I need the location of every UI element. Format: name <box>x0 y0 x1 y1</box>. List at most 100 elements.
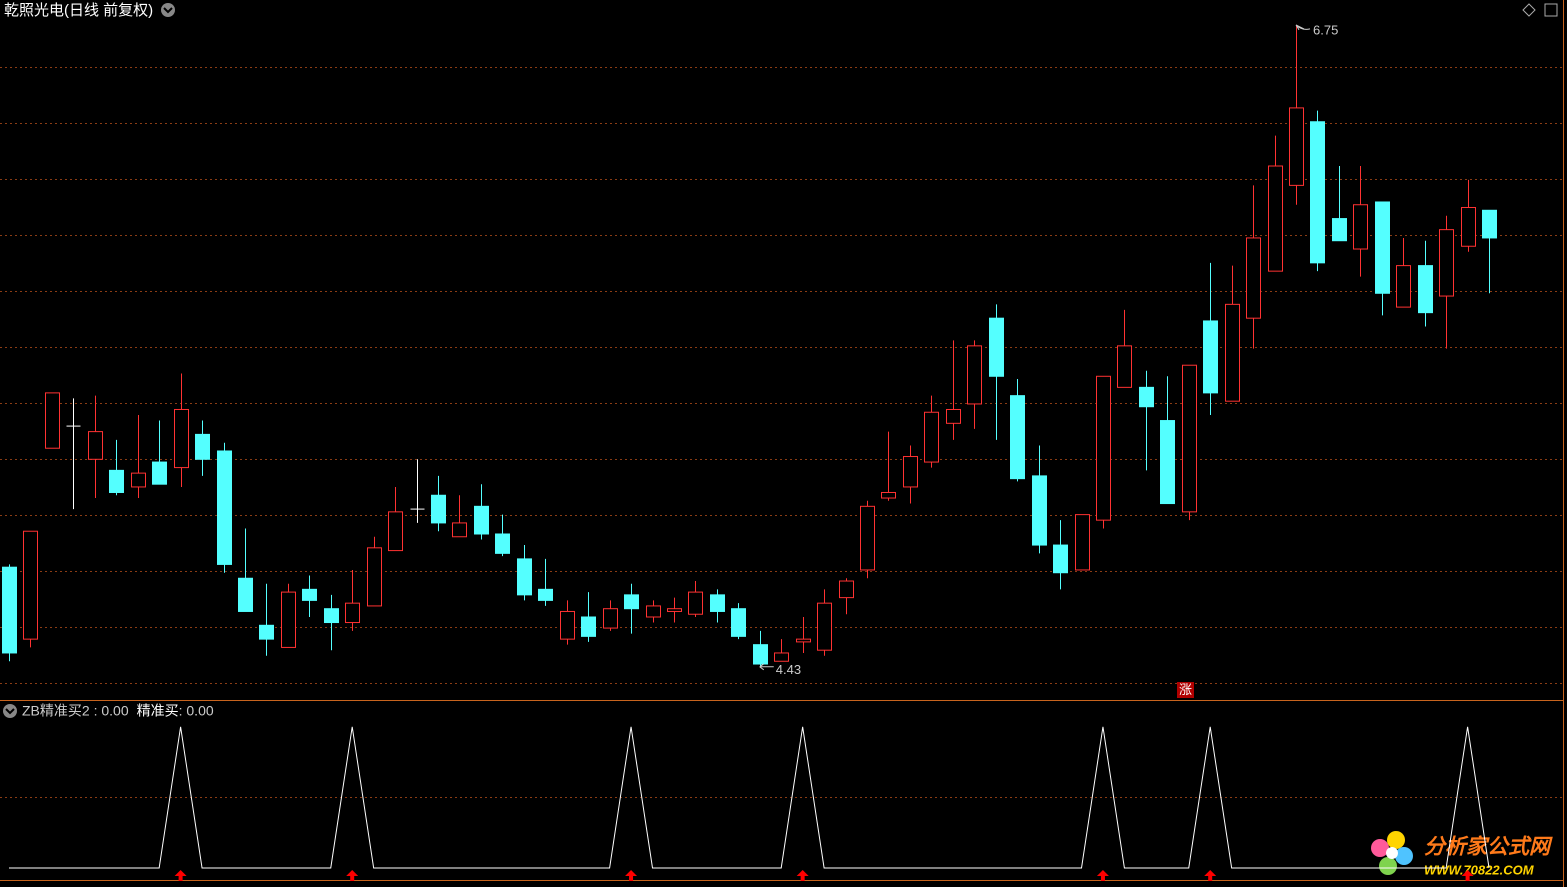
candle-body <box>1096 375 1111 521</box>
candle-body <box>967 345 982 405</box>
candle-body <box>881 491 896 499</box>
candle-body <box>1396 265 1411 308</box>
annotation-high: 6.75 <box>1313 22 1338 37</box>
candle-body <box>1310 121 1325 264</box>
candle-body <box>924 411 939 463</box>
candle-body <box>646 605 661 618</box>
candle-body <box>324 608 339 624</box>
legend-readout: : 0.00 <box>179 703 214 719</box>
watermark-url: WWW.70822.COM <box>1424 862 1535 877</box>
candle-body <box>367 547 382 607</box>
candle-body <box>753 644 768 665</box>
candle-body <box>217 450 232 565</box>
signal-arrow <box>1204 870 1217 881</box>
candle-body <box>538 588 553 601</box>
candle-body <box>774 652 789 662</box>
candle-body <box>495 533 510 554</box>
icon-window[interactable] <box>1544 3 1558 17</box>
candle-body <box>1010 395 1025 480</box>
candle-body <box>710 594 725 612</box>
candle-body <box>839 580 854 599</box>
candle-body <box>1032 475 1047 546</box>
candle-body <box>1182 364 1197 513</box>
candle-body <box>1075 514 1090 571</box>
icon-diamond[interactable] <box>1522 3 1536 17</box>
logo-petal <box>1387 831 1405 849</box>
candle-body <box>1117 345 1132 388</box>
candle-body <box>1160 420 1175 505</box>
candle-body <box>1203 320 1218 394</box>
candle-body <box>1353 204 1368 250</box>
candle-body <box>174 408 189 469</box>
candle-body <box>796 638 811 643</box>
candle-body <box>1375 201 1390 294</box>
candle-body <box>259 624 274 640</box>
annotation-arrow <box>759 663 774 671</box>
candle-body <box>903 456 918 488</box>
candle-body <box>281 591 296 648</box>
candle-body <box>581 616 596 637</box>
menu-icon-arrow <box>5 708 15 715</box>
candle-body <box>560 610 575 640</box>
indicator-line <box>9 726 1490 869</box>
badge: 涨 <box>1179 682 1192 697</box>
annotation-arrow <box>1295 24 1311 31</box>
candle-body <box>603 608 618 629</box>
candle-body <box>195 433 210 460</box>
logo-center <box>1386 847 1398 859</box>
candle-body <box>989 317 1004 377</box>
grid <box>0 67 1563 798</box>
menu-icon[interactable] <box>161 3 175 17</box>
candle-body <box>1139 386 1154 408</box>
candle-body <box>688 591 703 615</box>
legend-readout: : 0.00 <box>90 703 129 719</box>
candle-body <box>860 505 875 571</box>
legend-name: 精准买 <box>137 703 179 719</box>
signal-arrow <box>174 870 187 881</box>
menu-icon-arrow <box>163 7 173 14</box>
candle-body <box>817 602 832 651</box>
candle-body <box>1268 165 1283 272</box>
candle-body <box>45 392 60 449</box>
logo-petal <box>1371 839 1389 857</box>
signal-arrow <box>1461 870 1474 881</box>
legend-name: ZB精准买2 <box>22 703 90 719</box>
candle-body <box>302 588 317 601</box>
annotation-low: 4.43 <box>776 662 801 677</box>
candle-body <box>23 530 38 640</box>
candle-body <box>452 522 467 538</box>
candle-body <box>1482 209 1497 239</box>
candle-body <box>1461 207 1476 247</box>
candle-body <box>517 558 532 596</box>
candle-body <box>731 608 746 637</box>
candle-body <box>345 602 360 624</box>
candle-body <box>946 408 961 424</box>
candle-body <box>1289 107 1304 186</box>
candle-body <box>131 472 146 488</box>
candle-body <box>1332 218 1347 242</box>
logo-petal <box>1395 847 1413 865</box>
watermark-name: 分析家公式网 <box>1424 835 1553 859</box>
candle-body <box>388 511 403 552</box>
signal-arrow <box>346 870 359 881</box>
candle-body <box>88 431 103 460</box>
chart-title: 乾照光电(日线 前复权) <box>4 1 153 19</box>
menu-icon[interactable] <box>3 704 17 718</box>
signal-arrow <box>796 870 809 881</box>
candle-body <box>431 494 446 524</box>
candle-body <box>624 594 639 610</box>
candle-body <box>109 469 124 493</box>
signal-arrow <box>1096 870 1109 881</box>
badge-box <box>1177 682 1194 698</box>
candle-body <box>1246 237 1261 319</box>
candle-body <box>152 461 167 485</box>
candle-body <box>1053 544 1068 574</box>
candle-body <box>1225 303 1240 402</box>
signal-arrow <box>625 870 638 881</box>
logo-petal <box>1379 857 1397 875</box>
watermark: 分析家公式网 WWW.70822.COM <box>1371 831 1553 877</box>
candle-body <box>474 505 489 535</box>
